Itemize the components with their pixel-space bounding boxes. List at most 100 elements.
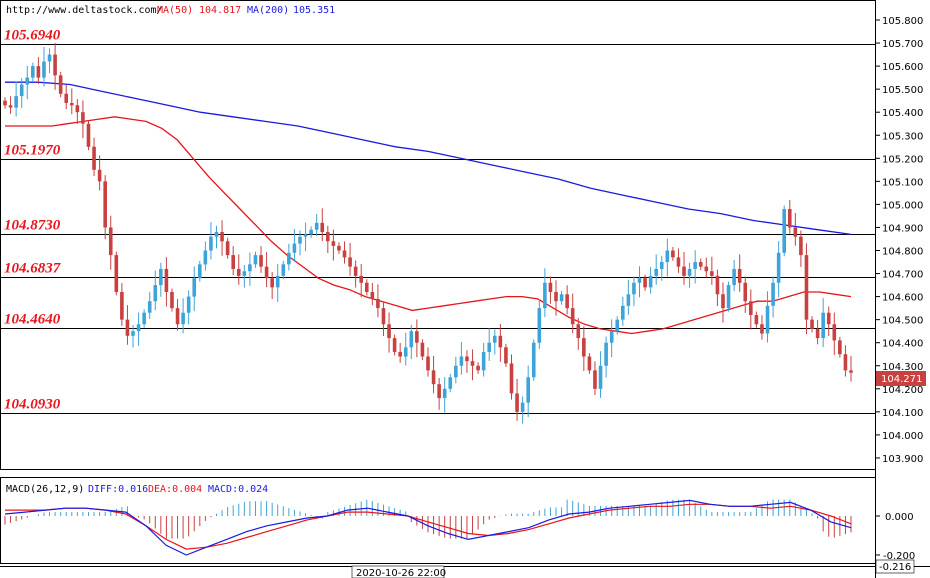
candle-body	[253, 255, 258, 265]
level-label: 104.8730	[4, 218, 61, 234]
candle-body	[248, 264, 252, 272]
candle-body	[36, 66, 41, 78]
candle-body	[259, 255, 263, 267]
candle-body	[359, 275, 364, 283]
candle-body	[159, 268, 163, 286]
candle-body	[97, 169, 102, 182]
candle-body	[69, 102, 74, 106]
price-tick-label: 105.400	[882, 108, 923, 119]
candle-body	[81, 112, 85, 124]
candle-body	[125, 319, 130, 336]
candle-body	[504, 347, 508, 364]
candle-body	[765, 305, 770, 334]
price-tick-label: 104.000	[882, 431, 923, 442]
price-tick-label: 105.700	[882, 39, 923, 50]
candlesticks	[3, 42, 853, 424]
candle-body	[19, 84, 24, 97]
candle-body	[170, 291, 174, 309]
macd-value-label: MACD:0.024	[208, 484, 268, 495]
macd-tick-zero: 0.000	[885, 512, 914, 523]
candle-body	[737, 268, 742, 283]
candle-body	[131, 331, 135, 336]
candle-body	[64, 93, 69, 103]
macd-dea-label: DEA:0.004	[148, 484, 202, 495]
candle-body	[526, 377, 530, 403]
candle-body	[431, 370, 436, 385]
price-tick-label: 104.100	[882, 408, 923, 419]
candle-body	[838, 340, 842, 355]
candle-body	[543, 282, 547, 309]
candle-body	[198, 264, 202, 279]
macd-indicator	[4, 499, 852, 556]
candle-body	[220, 232, 224, 242]
candle-body	[832, 324, 837, 341]
candle-body	[31, 66, 35, 78]
candle-body	[509, 363, 514, 394]
candle-body	[704, 266, 709, 272]
candle-body	[487, 342, 492, 352]
candle-body	[687, 268, 692, 276]
candle-body	[470, 361, 475, 366]
price-tick-label: 105.100	[882, 177, 923, 188]
candle-body	[164, 268, 169, 292]
candle-body	[665, 250, 670, 263]
macd-diff-line	[4, 499, 852, 556]
candle-body	[715, 275, 720, 295]
site-url: http://www.deltastock.com/	[6, 5, 163, 16]
candle-body	[771, 282, 775, 306]
candle-body	[693, 262, 697, 269]
macd-tick-neg: -0.200	[883, 551, 915, 562]
candle-body	[698, 262, 703, 267]
candle-body	[92, 146, 96, 170]
price-tick-label: 105.600	[882, 62, 923, 73]
candle-body	[565, 294, 569, 309]
candle-body	[682, 266, 686, 276]
candle-body	[587, 356, 592, 371]
candle-body	[309, 229, 313, 235]
candle-body	[481, 351, 486, 371]
candle-body	[442, 388, 447, 399]
candle-body	[537, 308, 542, 343]
price-tick-label: 105.200	[882, 154, 923, 165]
candle-body	[632, 282, 636, 295]
ma200-value: 105.351	[293, 5, 335, 16]
candle-body	[559, 294, 564, 302]
candle-body	[392, 338, 397, 352]
candle-body	[843, 354, 848, 371]
candle-body	[437, 384, 441, 399]
candle-body	[576, 324, 581, 339]
candle-body	[103, 181, 107, 228]
candle-body	[120, 291, 124, 320]
candle-body	[826, 312, 831, 325]
candle-body	[398, 351, 402, 357]
candle-body	[531, 342, 536, 378]
candle-body	[760, 324, 764, 334]
price-tick-label: 104.600	[882, 293, 923, 304]
price-axis: 105.800 105.700 105.600 105.500 105.400 105.3…	[875, 16, 923, 465]
candle-body	[303, 234, 308, 237]
candle-body	[415, 331, 419, 343]
level-label: 104.0930	[4, 397, 61, 413]
candle-body	[147, 301, 152, 313]
candle-body	[643, 278, 647, 288]
current-price-badge	[876, 371, 926, 386]
candle-body	[621, 305, 625, 320]
candle-body	[570, 308, 575, 325]
candle-body	[815, 328, 820, 339]
candle-body	[114, 255, 119, 292]
candle-body	[492, 335, 497, 343]
candle-body	[598, 365, 603, 389]
candle-body	[426, 356, 430, 371]
candle-body	[364, 282, 369, 292]
candle-body	[186, 296, 191, 313]
candle-body	[136, 324, 141, 332]
candle-body	[409, 331, 414, 348]
time-label-box	[351, 565, 445, 578]
candle-body	[454, 365, 458, 378]
candle-body	[749, 301, 753, 316]
current-price-value: 104.271	[881, 374, 922, 385]
price-tick-label: 103.900	[882, 454, 923, 465]
candle-body	[799, 236, 803, 256]
candle-body	[615, 319, 620, 332]
